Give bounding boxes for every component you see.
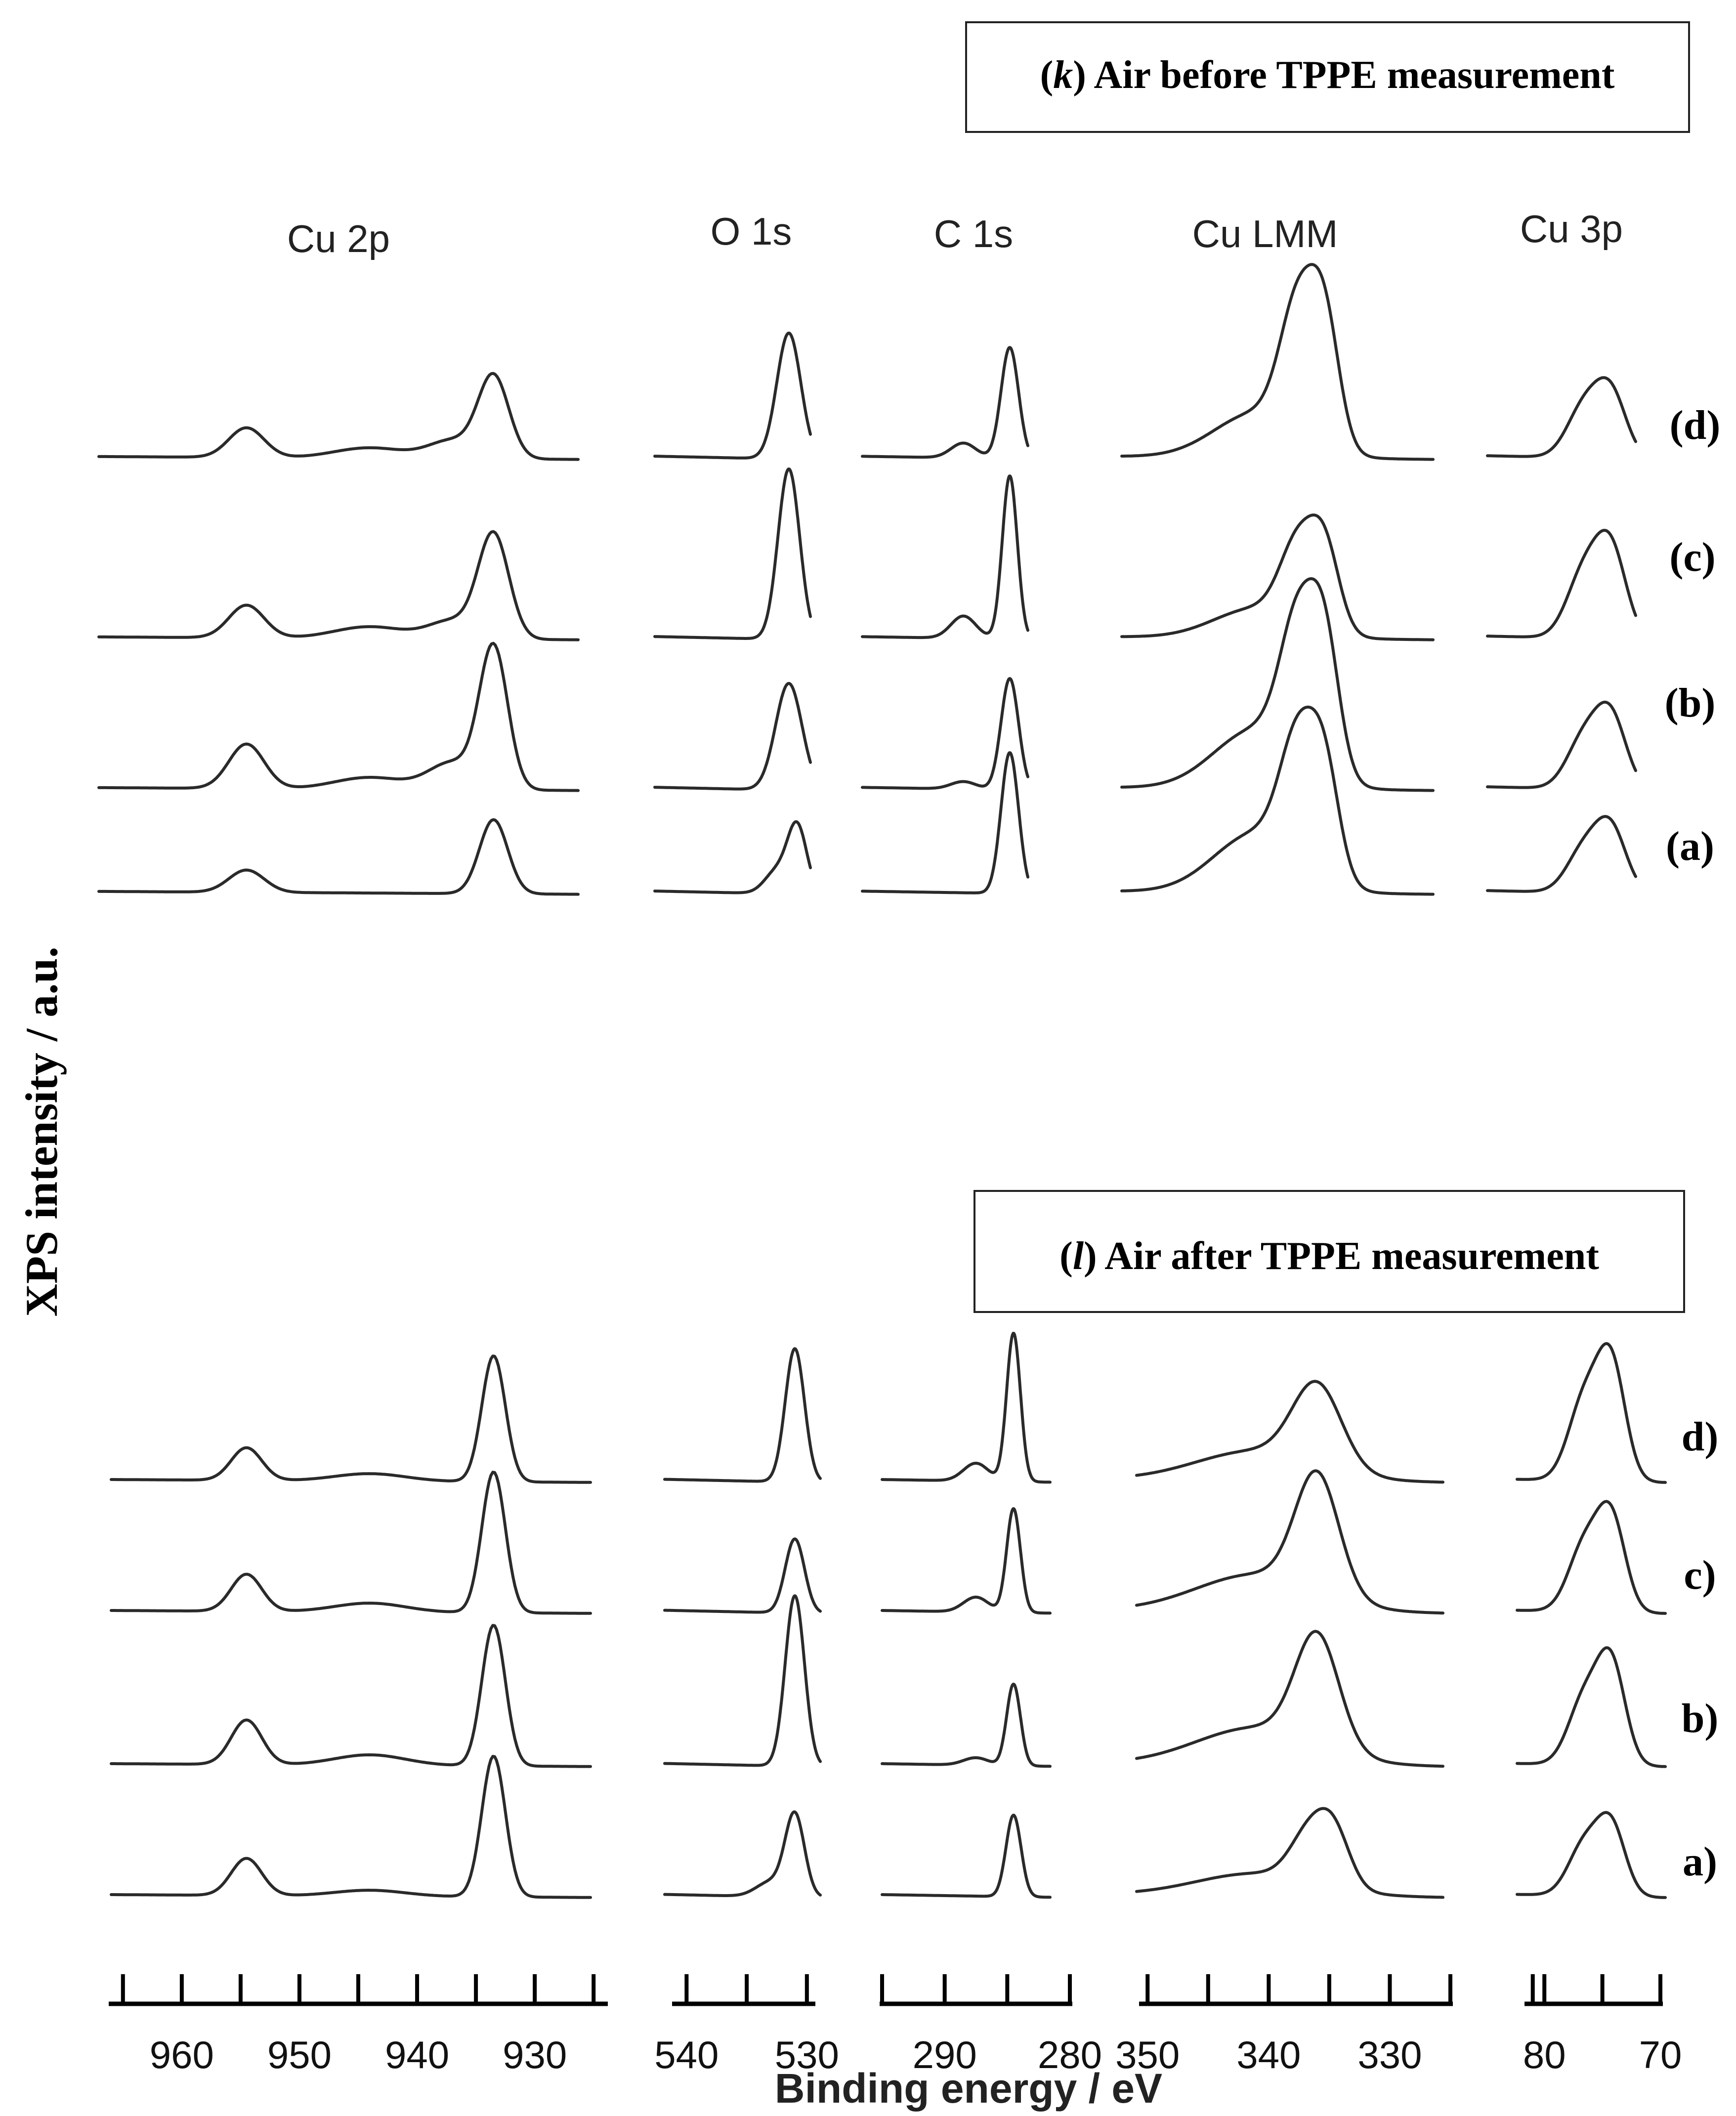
spectrum-l-d-cu3p xyxy=(1516,1342,1667,1484)
spectrum-l-a-cu3p xyxy=(1516,1811,1667,1899)
tick-label: 70 xyxy=(1639,2033,1682,2076)
spectrum-l-b-o1s xyxy=(663,1594,822,1767)
region-title-c1s: C 1s xyxy=(934,212,1013,255)
spectrum-k-b-o1s xyxy=(653,682,812,791)
spectrum-l-a-culmm xyxy=(1135,1807,1444,1899)
sample-label-l-b: b) xyxy=(1682,1695,1719,1741)
tick-label: 340 xyxy=(1236,2033,1301,2076)
y-axis-label: XPS intensity / a.u. xyxy=(16,947,67,1317)
region-title-culmm: Cu LMM xyxy=(1192,212,1338,255)
panel-l-title-text: Air after TPPE measurement xyxy=(1104,1234,1599,1278)
sample-label-k-a: (a) xyxy=(1666,823,1714,869)
tick-label: 930 xyxy=(503,2033,567,2076)
spectrum-k-a-cu3p xyxy=(1486,815,1637,893)
spectrum-l-c-cu2p xyxy=(110,1471,592,1615)
tick-label: 540 xyxy=(654,2033,719,2076)
spectrum-k-d-cu2p xyxy=(97,372,580,461)
spectrum-l-b-cu3p xyxy=(1516,1646,1667,1768)
spectrum-k-d-o1s xyxy=(653,332,812,460)
spectrum-k-c-cu2p xyxy=(97,530,580,641)
spectrum-k-b-c1s xyxy=(861,677,1029,790)
spectrum-l-a-cu2p xyxy=(110,1755,592,1899)
svg-text:(l) Air after TPPE measurement: (l) Air after TPPE measurement xyxy=(1059,1234,1599,1278)
sample-labels-l: d) c) b) a) xyxy=(1682,1414,1719,1885)
spectrum-l-c-cu3p xyxy=(1516,1500,1667,1615)
sample-label-l-a: a) xyxy=(1683,1839,1717,1885)
svg-text:(k) Air before TPPE measuremen: (k) Air before TPPE measurement xyxy=(1040,53,1615,97)
spectrum-l-c-c1s xyxy=(881,1507,1052,1615)
sample-label-k-d: (d) xyxy=(1670,402,1721,448)
tick-label: 80 xyxy=(1523,2033,1566,2076)
spectrum-k-a-culmm xyxy=(1120,705,1435,896)
tick-label: 950 xyxy=(267,2033,332,2076)
sample-label-k-c: (c) xyxy=(1669,534,1715,580)
tick-label: 290 xyxy=(913,2033,977,2076)
spectrum-k-d-cu3p xyxy=(1486,376,1637,458)
spectrum-k-d-culmm xyxy=(1120,263,1435,461)
spectrum-k-a-c1s xyxy=(861,751,1029,894)
spectrum-l-b-c1s xyxy=(881,1683,1052,1768)
spectrum-k-a-o1s xyxy=(653,820,812,894)
spectrum-k-c-culmm xyxy=(1120,513,1435,641)
tick-label: 940 xyxy=(385,2033,449,2076)
spectrum-l-b-culmm xyxy=(1135,1630,1444,1768)
spectrum-l-d-culmm xyxy=(1135,1380,1444,1484)
spectrum-k-c-o1s xyxy=(653,467,812,640)
spectrum-k-b-cu2p xyxy=(97,641,580,792)
spectrum-k-a-cu2p xyxy=(97,818,580,896)
spectrum-l-d-cu2p xyxy=(110,1354,592,1484)
panel-k-title-box: (k) Air before TPPE measurement xyxy=(965,21,1690,133)
spectrum-l-b-cu2p xyxy=(110,1624,592,1768)
tick-label: 350 xyxy=(1115,2033,1180,2076)
spectrum-l-d-o1s xyxy=(663,1347,822,1483)
panel-k-letter: k xyxy=(1053,53,1073,97)
region-title-cu2p: Cu 2p xyxy=(287,217,390,260)
sample-label-l-c: c) xyxy=(1684,1552,1716,1598)
spectrum-k-b-culmm xyxy=(1120,577,1435,792)
tick-label: 530 xyxy=(775,2033,839,2076)
energy-axes: 960 950 940 930 540 530 290 280 350 340 330 80 70 xyxy=(109,1974,1682,2076)
spectra-traces xyxy=(97,263,1667,1899)
sample-labels-k: (d) (c) (b) (a) xyxy=(1665,402,1721,869)
panel-k-title-text: Air before TPPE measurement xyxy=(1094,53,1614,97)
spectrum-k-c-cu3p xyxy=(1486,529,1637,638)
region-titles: Cu 2p O 1s C 1s Cu LMM Cu 3p xyxy=(287,207,1623,260)
region-title-cu3p: Cu 3p xyxy=(1520,207,1623,251)
spectrum-k-b-cu3p xyxy=(1486,700,1637,789)
tick-label: 280 xyxy=(1038,2033,1102,2076)
spectrum-k-c-c1s xyxy=(861,474,1029,639)
x-axis-label: Binding energy / eV xyxy=(775,2065,1162,2112)
tick-label: 960 xyxy=(150,2033,214,2076)
sample-label-l-d: d) xyxy=(1682,1414,1719,1460)
spectrum-l-a-c1s xyxy=(881,1814,1052,1899)
spectrum-l-d-c1s xyxy=(881,1332,1052,1484)
sample-label-k-b: (b) xyxy=(1665,680,1716,726)
region-title-o1s: O 1s xyxy=(711,210,792,253)
panel-l-title-box: (l) Air after TPPE measurement xyxy=(974,1190,1685,1313)
spectrum-l-a-o1s xyxy=(663,1810,822,1897)
tick-label: 330 xyxy=(1357,2033,1422,2076)
spectrum-k-d-c1s xyxy=(861,346,1029,459)
spectrum-l-c-culmm xyxy=(1135,1469,1444,1615)
spectrum-l-c-o1s xyxy=(663,1537,822,1614)
panel-l-letter: l xyxy=(1073,1234,1084,1278)
